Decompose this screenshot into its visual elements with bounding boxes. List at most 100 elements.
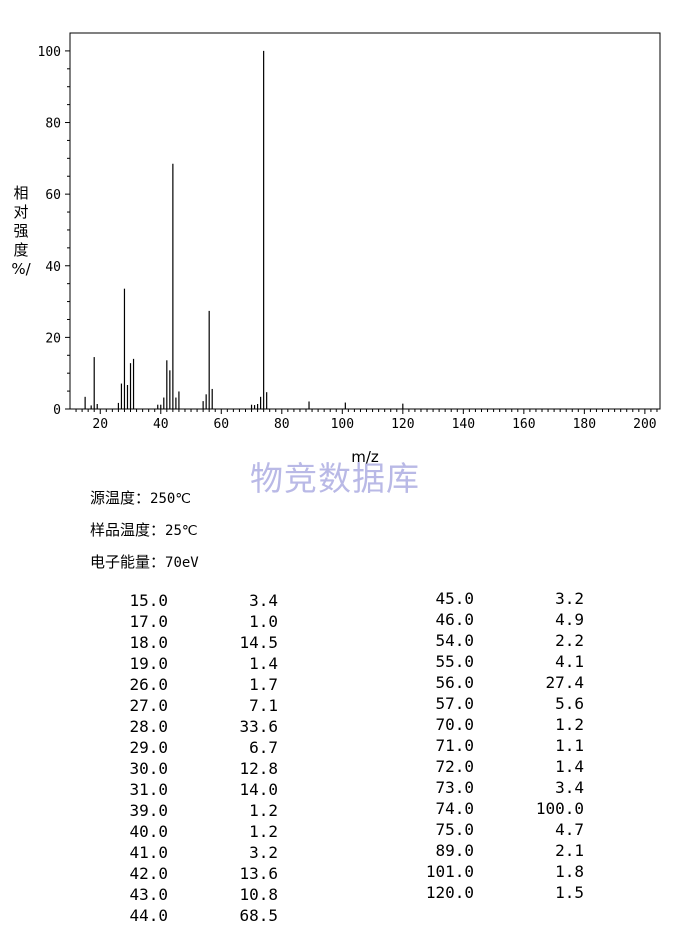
peak-abundance: 1.2 <box>249 822 278 841</box>
peak-row: 42.0 13.6 <box>60 863 278 884</box>
peak-mz: 73.0 <box>435 778 474 797</box>
peak-mz: 15.0 <box>129 591 168 610</box>
peak-row: 57.0 5.6 <box>366 693 584 714</box>
peak-abundance: 12.8 <box>239 759 278 778</box>
peak-row: 31.0 14.0 <box>60 779 278 800</box>
peak-row: 28.0 33.6 <box>60 716 278 737</box>
plot-area-frame <box>69 32 661 410</box>
condition-sample-temp: 样品温度：25℃ <box>90 519 198 540</box>
x-tick-label: 20 <box>92 417 108 432</box>
peak-mz: 71.0 <box>435 736 474 755</box>
peak-abundance: 6.7 <box>249 738 278 757</box>
peak-row: 29.0 6.7 <box>60 737 278 758</box>
peak-abundance: 3.2 <box>555 589 584 608</box>
peak-abundance: 4.9 <box>555 610 584 629</box>
x-tick-label: 80 <box>274 417 290 432</box>
peak-mz: 39.0 <box>129 801 168 820</box>
peak-row: 19.0 1.4 <box>60 653 278 674</box>
peak-mz: 72.0 <box>435 757 474 776</box>
peak-table-left: 15.0 3.4 17.0 1.0 18.0 14.5 19.0 1.4 26.0 1.7 27.0… <box>60 590 278 926</box>
mass-spectrum-chart: 20 40 60 80 100 120 140 160 180 200 020406080100 … <box>11 32 661 466</box>
peak-abundance: 3.2 <box>249 843 278 862</box>
peak-abundance: 1.7 <box>249 675 278 694</box>
condition-label: 源温度： <box>90 489 151 507</box>
peak-row: 45.0 3.2 <box>366 588 584 609</box>
peak-abundance: 1.0 <box>249 612 278 631</box>
peak-abundance: 14.5 <box>239 633 278 652</box>
peak-mz: 19.0 <box>129 654 168 673</box>
peak-mz: 26.0 <box>129 675 168 694</box>
peak-mz: 57.0 <box>435 694 474 713</box>
peak-abundance: 27.4 <box>545 673 584 692</box>
peak-abundance: 33.6 <box>239 717 278 736</box>
peak-mz: 42.0 <box>129 864 168 883</box>
peak-row: 44.0 68.5 <box>60 905 278 926</box>
y-axis-label-char: 相 <box>13 184 28 202</box>
peak-mz: 29.0 <box>129 738 168 757</box>
x-tick-label: 60 <box>213 417 229 432</box>
peak-mz: 120.0 <box>425 883 474 902</box>
peak-abundance: 2.2 <box>555 631 584 650</box>
condition-value: 25℃ <box>165 523 198 539</box>
y-axis-label-char: 强 <box>13 222 28 240</box>
peak-abundance: 13.6 <box>239 864 278 883</box>
peak-mz: 55.0 <box>435 652 474 671</box>
peak-mz: 46.0 <box>435 610 474 629</box>
peak-mz: 41.0 <box>129 843 168 862</box>
peak-row: 89.0 2.1 <box>366 840 584 861</box>
peak-abundance: 100.0 <box>535 799 584 818</box>
peak-mz: 30.0 <box>129 759 168 778</box>
peak-abundance: 7.1 <box>249 696 278 715</box>
x-tick-label: 200 <box>633 417 656 432</box>
peak-mz: 43.0 <box>129 885 168 904</box>
x-axis-label: m/z <box>351 448 379 466</box>
x-tick-label: 40 <box>153 417 169 432</box>
x-tick-label: 160 <box>512 417 535 432</box>
peak-row: 39.0 1.2 <box>60 800 278 821</box>
y-tick-label: 40 <box>45 260 61 275</box>
y-tick-label: 0 <box>53 403 61 418</box>
peak-mz: 45.0 <box>435 589 474 608</box>
peak-row: 46.0 4.9 <box>366 609 584 630</box>
peak-abundance: 3.4 <box>555 778 584 797</box>
peak-abundance: 1.1 <box>555 736 584 755</box>
x-tick-label: 180 <box>573 417 596 432</box>
peak-row: 26.0 1.7 <box>60 674 278 695</box>
peak-row: 120.0 1.5 <box>366 882 584 903</box>
peak-row: 54.0 2.2 <box>366 630 584 651</box>
peak-mz: 56.0 <box>435 673 474 692</box>
condition-value: 250℃ <box>150 491 192 507</box>
peak-row: 17.0 1.0 <box>60 611 278 632</box>
peak-mz: 40.0 <box>129 822 168 841</box>
condition-electron-energy: 电子能量：70eV <box>90 551 199 572</box>
peak-abundance: 1.4 <box>555 757 584 776</box>
peak-abundance: 1.8 <box>555 862 584 881</box>
peak-abundance: 3.4 <box>249 591 278 610</box>
peak-mz: 74.0 <box>435 799 474 818</box>
peak-abundance: 10.8 <box>239 885 278 904</box>
peak-mz: 27.0 <box>129 696 168 715</box>
peak-mz: 75.0 <box>435 820 474 839</box>
condition-value: 70eV <box>165 555 199 571</box>
y-tick-label: 60 <box>45 188 61 203</box>
condition-label: 样品温度： <box>90 521 166 539</box>
peak-mz: 17.0 <box>129 612 168 631</box>
peak-abundance: 5.6 <box>555 694 584 713</box>
peak-row: 43.0 10.8 <box>60 884 278 905</box>
y-tick-label: 100 <box>38 45 61 60</box>
peak-row: 15.0 3.4 <box>60 590 278 611</box>
peak-row: 75.0 4.7 <box>366 819 584 840</box>
peak-mz: 70.0 <box>435 715 474 734</box>
peak-table-right: 45.0 3.2 46.0 4.9 54.0 2.2 55.0 4.1 56.0 27.4 57.0… <box>366 588 584 903</box>
spectrum-peaks <box>84 50 404 409</box>
y-tick-label: 20 <box>45 331 61 346</box>
y-axis-label-char: %/ <box>11 260 31 278</box>
peak-abundance: 1.5 <box>555 883 584 902</box>
y-axis-label-char: 对 <box>13 203 28 221</box>
peak-mz: 28.0 <box>129 717 168 736</box>
x-tick-label: 120 <box>391 417 414 432</box>
peak-row: 56.0 27.4 <box>366 672 584 693</box>
peak-abundance: 4.1 <box>555 652 584 671</box>
peak-abundance: 68.5 <box>239 906 278 925</box>
